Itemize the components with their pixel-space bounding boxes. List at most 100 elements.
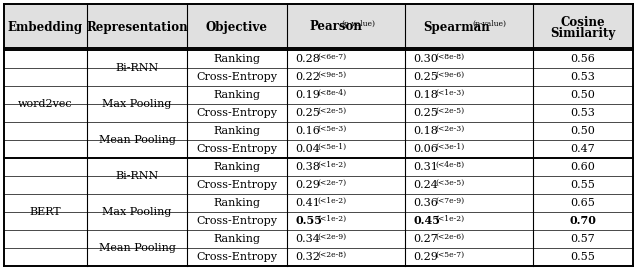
Text: 0.41: 0.41 [295,198,320,208]
Bar [4,140,633,158]
Text: (<3e-5): (<3e-5) [435,179,464,187]
Text: Cosine: Cosine [561,16,605,30]
Text: Ranking: Ranking [214,198,260,208]
Text: Ranking: Ranking [214,162,260,172]
Text: Max Pooling: Max Pooling [102,99,172,109]
Text: BERT: BERT [29,207,61,217]
Bar [4,212,633,230]
Text: Cross-Entropy: Cross-Entropy [196,216,278,226]
Text: 0.50: 0.50 [571,126,595,136]
Text: (p-value): (p-value) [472,20,506,28]
Text: Bi-RNN: Bi-RNN [115,171,159,181]
Text: (<1e-3): (<1e-3) [435,89,464,97]
Text: 0.18: 0.18 [413,90,438,100]
Text: 0.38: 0.38 [295,162,320,172]
Text: (<7e-9): (<7e-9) [435,197,464,205]
Bar [4,86,633,104]
Text: 0.16: 0.16 [295,126,320,136]
Text: Mean Pooling: Mean Pooling [99,243,175,253]
Text: 0.29: 0.29 [295,180,320,190]
Text: (<2e-5): (<2e-5) [435,107,464,115]
Text: 0.53: 0.53 [571,108,595,118]
Text: Pearson: Pearson [310,21,362,33]
Text: Max Pooling: Max Pooling [102,207,172,217]
Text: Cross-Entropy: Cross-Entropy [196,180,278,190]
Text: (<2e-9): (<2e-9) [317,233,346,241]
Text: 0.57: 0.57 [571,234,595,244]
Text: 0.65: 0.65 [571,198,595,208]
Text: (<2e-8): (<2e-8) [317,251,346,259]
Text: (<5e-3): (<5e-3) [317,125,346,133]
Text: (<2e-5): (<2e-5) [317,107,346,115]
Text: 0.25: 0.25 [413,72,438,82]
Text: Ranking: Ranking [214,54,260,64]
Text: (<9e-5): (<9e-5) [317,71,346,79]
Text: Ranking: Ranking [214,90,260,100]
Text: 0.53: 0.53 [571,72,595,82]
Text: Ranking: Ranking [214,126,260,136]
Text: 0.06: 0.06 [413,144,438,154]
Text: (p-value): (p-value) [341,20,375,28]
Text: 0.27: 0.27 [413,234,438,244]
Text: (<4e-8): (<4e-8) [435,161,464,169]
Text: 0.22: 0.22 [295,72,320,82]
Text: 0.56: 0.56 [571,54,595,64]
Text: (<9e-6): (<9e-6) [435,71,464,79]
Text: Embedding: Embedding [8,21,83,33]
Text: 0.19: 0.19 [295,90,320,100]
Text: 0.28: 0.28 [295,54,320,64]
Text: (<6e-7): (<6e-7) [317,53,346,61]
Text: Mean Pooling: Mean Pooling [99,135,175,145]
Text: Ranking: Ranking [214,234,260,244]
Text: 0.60: 0.60 [571,162,595,172]
Text: Cross-Entropy: Cross-Entropy [196,144,278,154]
Text: 0.55: 0.55 [295,215,322,227]
Text: Spearman: Spearman [424,21,490,33]
Text: (<2e-7): (<2e-7) [317,179,346,187]
Text: (<3e-1): (<3e-1) [435,143,464,151]
Text: Cross-Entropy: Cross-Entropy [196,252,278,262]
Text: 0.50: 0.50 [571,90,595,100]
Text: (<1e-2): (<1e-2) [317,161,346,169]
Text: Representation: Representation [86,21,188,33]
Bar [4,68,633,86]
Text: 0.24: 0.24 [413,180,438,190]
Text: Cross-Entropy: Cross-Entropy [196,108,278,118]
Text: 0.31: 0.31 [413,162,438,172]
Bar [4,158,633,176]
Bar [4,50,633,68]
Text: (<1e-2): (<1e-2) [317,215,346,223]
Text: 0.25: 0.25 [413,108,438,118]
Bar [4,194,633,212]
Text: (<2e-3): (<2e-3) [435,125,464,133]
Text: (<5e-1): (<5e-1) [317,143,346,151]
Text: Objective: Objective [206,21,268,33]
Text: 0.70: 0.70 [570,215,596,227]
Bar [4,248,633,266]
Bar [4,230,633,248]
Bar [4,4,633,50]
Text: (<2e-6): (<2e-6) [435,233,464,241]
Text: 0.18: 0.18 [413,126,438,136]
Text: Bi-RNN: Bi-RNN [115,63,159,73]
Text: 0.36: 0.36 [413,198,438,208]
Text: 0.45: 0.45 [413,215,440,227]
Text: 0.34: 0.34 [295,234,320,244]
Text: 0.55: 0.55 [571,252,595,262]
Text: (<1e-2): (<1e-2) [317,197,346,205]
Bar [4,176,633,194]
Text: 0.55: 0.55 [571,180,595,190]
Text: Cross-Entropy: Cross-Entropy [196,72,278,82]
Text: 0.25: 0.25 [295,108,320,118]
Text: (<5e-7): (<5e-7) [435,251,464,259]
Text: (<8e-8): (<8e-8) [435,53,464,61]
Text: word2vec: word2vec [18,99,73,109]
Text: (<1e-2): (<1e-2) [435,215,464,223]
Text: 0.32: 0.32 [295,252,320,262]
Text: Similarity: Similarity [550,27,616,39]
Text: 0.04: 0.04 [295,144,320,154]
Text: 0.47: 0.47 [571,144,595,154]
Bar [4,122,633,140]
Text: 0.29: 0.29 [413,252,438,262]
Text: (<8e-4): (<8e-4) [317,89,346,97]
